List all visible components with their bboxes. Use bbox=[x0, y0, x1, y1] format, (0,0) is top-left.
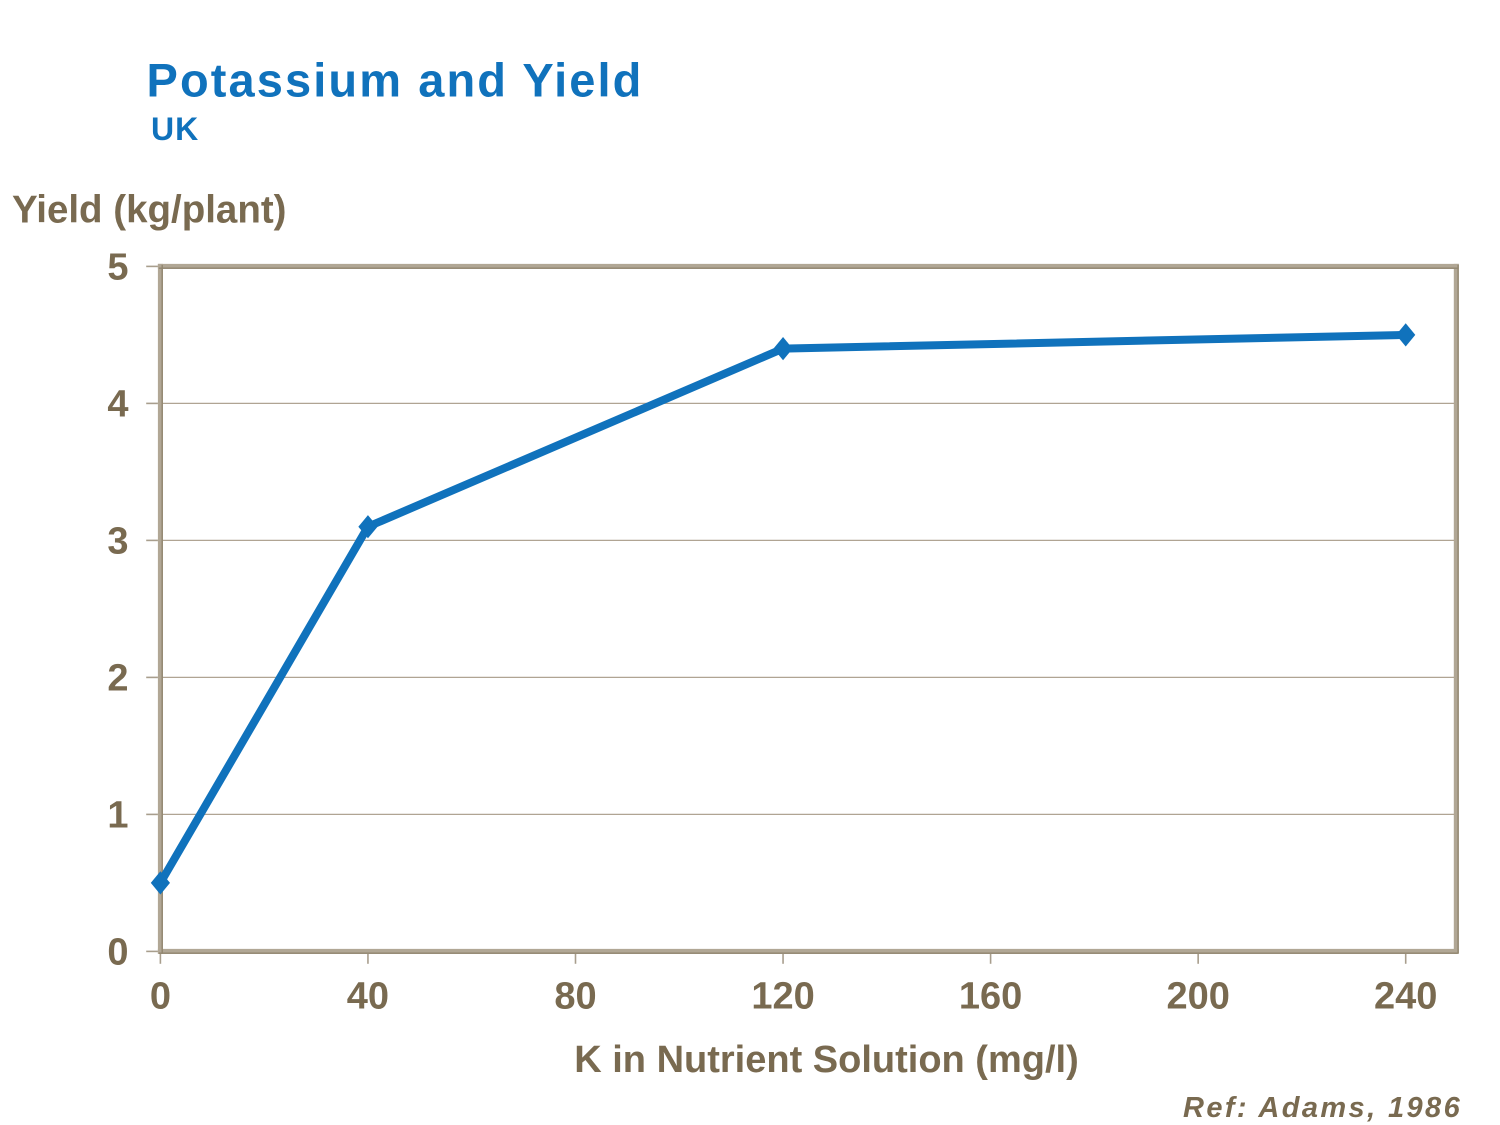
svg-text:240: 240 bbox=[1374, 976, 1437, 1018]
svg-text:3: 3 bbox=[107, 520, 128, 562]
svg-text:160: 160 bbox=[959, 976, 1022, 1018]
svg-text:Yield (kg/plant): Yield (kg/plant) bbox=[12, 189, 287, 232]
svg-text:4: 4 bbox=[107, 383, 128, 425]
svg-text:120: 120 bbox=[751, 976, 814, 1018]
svg-text:5: 5 bbox=[107, 246, 128, 288]
svg-text:80: 80 bbox=[554, 976, 596, 1018]
svg-text:Ref: Adams, 1986: Ref: Adams, 1986 bbox=[1183, 1092, 1462, 1124]
svg-text:0: 0 bbox=[107, 931, 128, 973]
svg-text:Potassium and Yield: Potassium and Yield bbox=[147, 54, 644, 107]
svg-text:UK: UK bbox=[151, 111, 199, 147]
svg-text:1: 1 bbox=[107, 794, 128, 836]
svg-text:40: 40 bbox=[347, 976, 389, 1018]
svg-text:0: 0 bbox=[150, 976, 171, 1018]
svg-text:200: 200 bbox=[1166, 976, 1229, 1018]
svg-text:2: 2 bbox=[107, 657, 128, 699]
svg-text:K in Nutrient Solution (mg/l): K in Nutrient Solution (mg/l) bbox=[574, 1039, 1078, 1081]
